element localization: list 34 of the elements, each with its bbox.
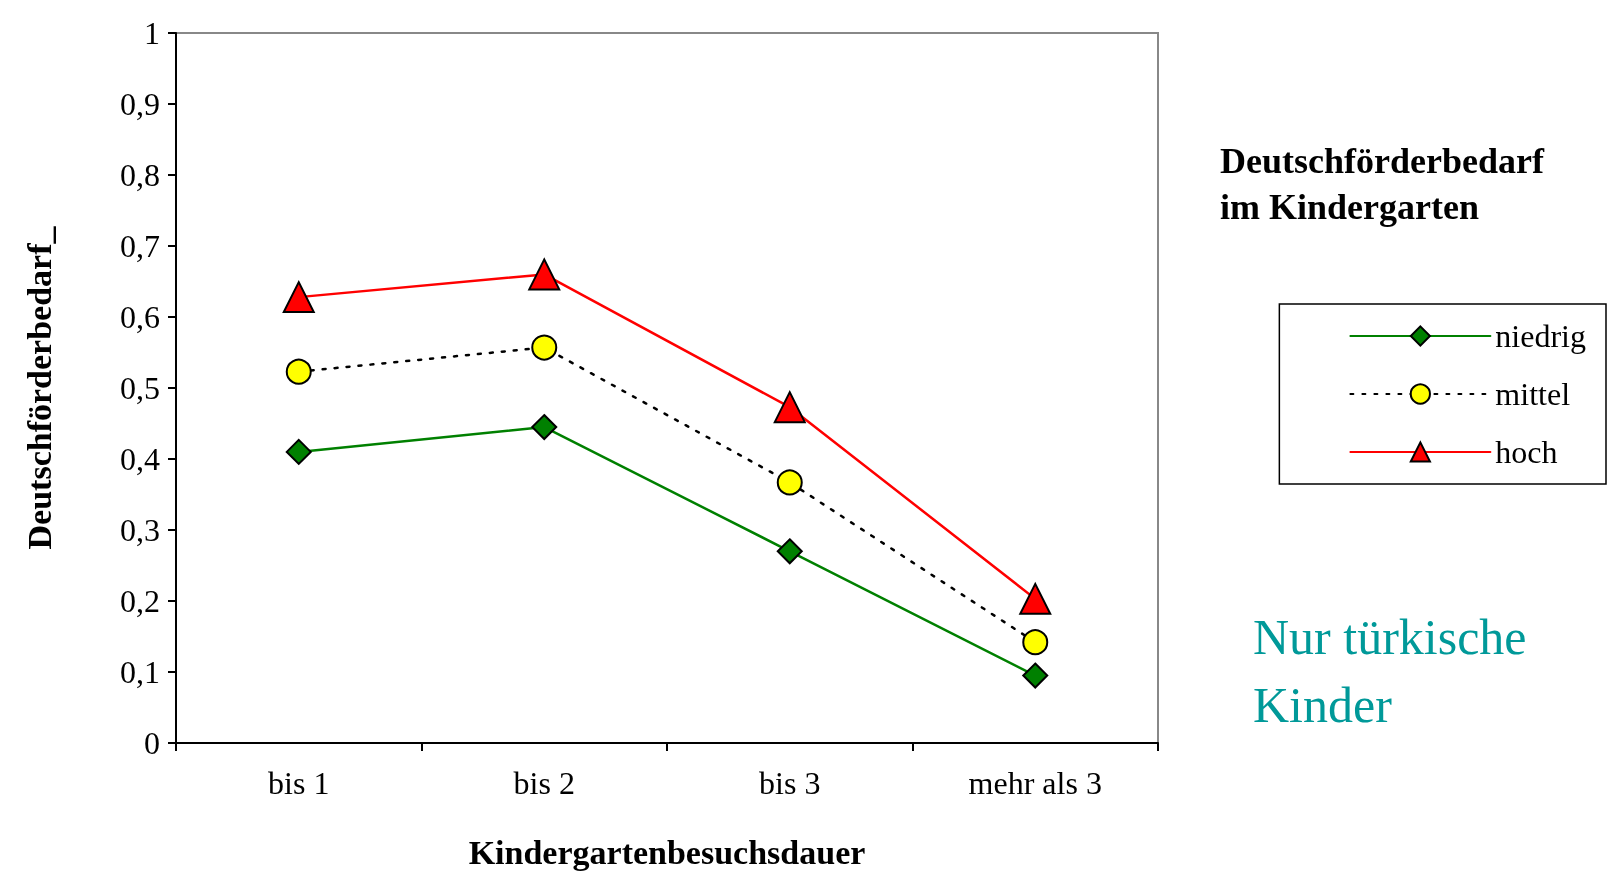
y-tick-label: 0,9 <box>120 86 160 122</box>
y-tick-label: 0,3 <box>120 512 160 548</box>
point <box>1022 629 1049 656</box>
x-tick-label: bis 3 <box>759 765 821 801</box>
y-tick-label: 0,5 <box>120 370 160 406</box>
legend-label: hoch <box>1495 434 1558 470</box>
y-tick-label: 0,4 <box>120 441 160 477</box>
legend-label: niedrig <box>1495 318 1586 354</box>
text: Nur türkische Kinder <box>1253 609 1527 733</box>
point <box>1019 582 1052 615</box>
legend-label: mittel <box>1495 376 1571 412</box>
y-tick-label: 0 <box>144 725 160 761</box>
y-tick-label: 0,7 <box>120 228 160 264</box>
legend-title: Deutschförderbedarf im Kindergarten <box>1220 141 1545 227</box>
point <box>773 391 806 424</box>
point <box>285 358 312 385</box>
y-axis-title: Deutschförderbedarf_ <box>20 225 58 550</box>
point <box>528 258 561 291</box>
y-tick-label: 0,6 <box>120 299 160 335</box>
x-tick-label: mehr als 3 <box>968 765 1102 801</box>
point <box>531 334 558 361</box>
y-tick-label: 0,1 <box>120 654 160 690</box>
x-axis-title: Kindergartenbesuchsdauer <box>468 833 866 871</box>
x-tick-label: bis 1 <box>268 765 330 801</box>
point <box>531 414 558 441</box>
y-tick-label: 0,2 <box>120 583 160 619</box>
point <box>285 438 312 465</box>
point <box>776 538 803 565</box>
point <box>1022 662 1049 689</box>
point <box>282 281 315 314</box>
x-tick-label: bis 2 <box>513 765 575 801</box>
y-tick-label: 1 <box>144 15 160 51</box>
point <box>776 469 803 496</box>
y-tick-label: 0,8 <box>120 157 160 193</box>
